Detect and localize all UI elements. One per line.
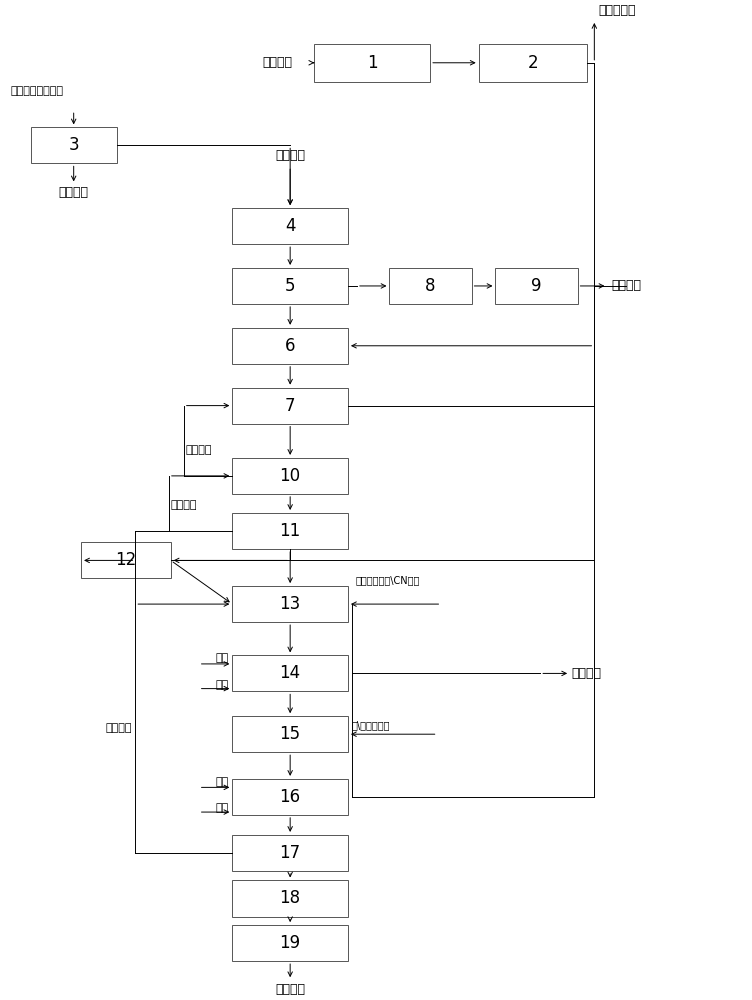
Bar — [232, 655, 348, 691]
Bar — [232, 925, 348, 961]
Text: 污泥外运: 污泥外运 — [611, 279, 641, 292]
Text: 13: 13 — [280, 595, 301, 613]
Text: 污泥回流: 污泥回流 — [171, 500, 197, 510]
Text: 19: 19 — [280, 934, 301, 952]
Text: 2: 2 — [527, 54, 538, 72]
Text: 7: 7 — [285, 397, 296, 415]
Text: 6: 6 — [285, 337, 296, 355]
Text: 17: 17 — [280, 844, 301, 862]
Text: 出水外排: 出水外排 — [275, 983, 305, 996]
Bar — [232, 716, 348, 752]
Text: 11: 11 — [280, 522, 301, 540]
Text: 泥水回流: 泥水回流 — [105, 723, 132, 733]
Text: 8: 8 — [425, 277, 435, 295]
Text: 空气: 空气 — [215, 680, 229, 690]
Bar — [232, 835, 348, 871]
Bar — [478, 44, 587, 82]
Text: 含蒽醌类物质废水: 含蒽醌类物质废水 — [11, 86, 63, 96]
Bar — [232, 458, 348, 494]
Bar — [496, 268, 578, 304]
Bar — [232, 208, 348, 244]
Text: 污泥回流: 污泥回流 — [185, 445, 212, 455]
Text: 空气: 空气 — [215, 803, 229, 813]
Bar — [81, 542, 171, 578]
Bar — [232, 328, 348, 364]
Bar — [232, 880, 348, 917]
Text: 16: 16 — [280, 788, 301, 806]
Text: 18: 18 — [280, 889, 301, 907]
Text: 3: 3 — [68, 136, 79, 154]
Bar — [390, 268, 472, 304]
Text: 副产品回用: 副产品回用 — [598, 4, 635, 17]
Bar — [31, 127, 117, 163]
Text: 9: 9 — [531, 277, 541, 295]
Text: 15: 15 — [280, 725, 301, 743]
Text: 14: 14 — [280, 664, 301, 682]
Text: 5: 5 — [285, 277, 296, 295]
Bar — [232, 388, 348, 424]
Text: 其他废水: 其他废水 — [275, 149, 305, 162]
Bar — [314, 44, 430, 82]
Text: 10: 10 — [280, 467, 301, 485]
Bar — [232, 779, 348, 815]
Bar — [232, 586, 348, 622]
Text: 污泥外运: 污泥外运 — [572, 667, 602, 680]
Text: 硫\磺磺类废水: 硫\磺磺类废水 — [352, 720, 390, 730]
Text: 回流: 回流 — [215, 653, 229, 663]
Text: 1: 1 — [367, 54, 378, 72]
Bar — [232, 513, 348, 549]
Text: 12: 12 — [115, 551, 137, 569]
Bar — [232, 268, 348, 304]
Text: 石膏废水: 石膏废水 — [262, 56, 292, 69]
Text: 预处理后含硫\CN废水: 预处理后含硫\CN废水 — [356, 575, 420, 585]
Text: 萃取回收: 萃取回收 — [59, 186, 89, 199]
Text: 回流: 回流 — [215, 777, 229, 787]
Text: 4: 4 — [285, 217, 296, 235]
